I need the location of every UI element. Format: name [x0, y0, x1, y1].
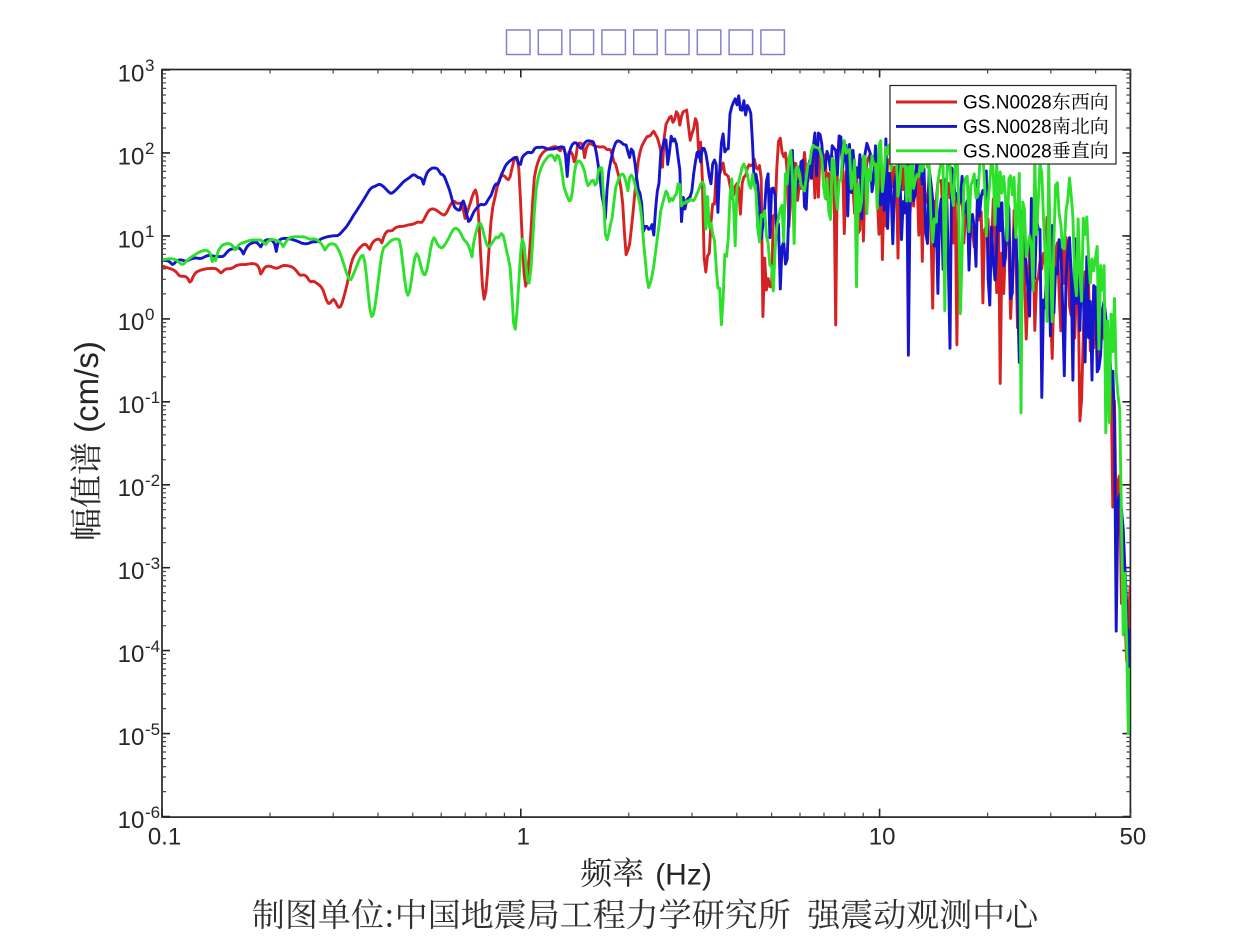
svg-text:-2: -2	[145, 471, 160, 490]
svg-text:-5: -5	[145, 720, 160, 739]
svg-text:10: 10	[118, 143, 145, 170]
svg-text:10: 10	[118, 309, 145, 336]
svg-text:GS.N0028: GS.N0028	[963, 117, 1052, 138]
svg-text:1: 1	[517, 824, 530, 851]
svg-text:-1: -1	[145, 388, 160, 407]
svg-text:2: 2	[145, 139, 154, 158]
svg-text:10: 10	[118, 392, 145, 419]
svg-text:-3: -3	[145, 554, 160, 573]
svg-text:GS.N0028: GS.N0028	[963, 141, 1052, 162]
svg-text:10: 10	[118, 60, 145, 87]
svg-text:10: 10	[869, 824, 896, 851]
svg-text:0.1: 0.1	[148, 824, 181, 851]
svg-text:0: 0	[145, 305, 154, 324]
svg-text:10: 10	[118, 558, 145, 585]
svg-text:3: 3	[145, 56, 154, 75]
svg-text:GS.N0028: GS.N0028	[963, 93, 1052, 114]
svg-text:1: 1	[145, 222, 154, 241]
svg-text:10: 10	[118, 641, 145, 668]
svg-text:10: 10	[118, 724, 145, 751]
svg-text:-6: -6	[145, 803, 160, 822]
svg-text:50: 50	[1120, 824, 1147, 851]
svg-text:(cm/s): (cm/s)	[68, 341, 105, 433]
svg-text:-4: -4	[145, 637, 160, 656]
svg-text:10: 10	[118, 807, 145, 834]
svg-text:10: 10	[118, 226, 145, 253]
svg-text:10: 10	[118, 475, 145, 502]
svg-text:(Hz): (Hz)	[655, 858, 712, 891]
